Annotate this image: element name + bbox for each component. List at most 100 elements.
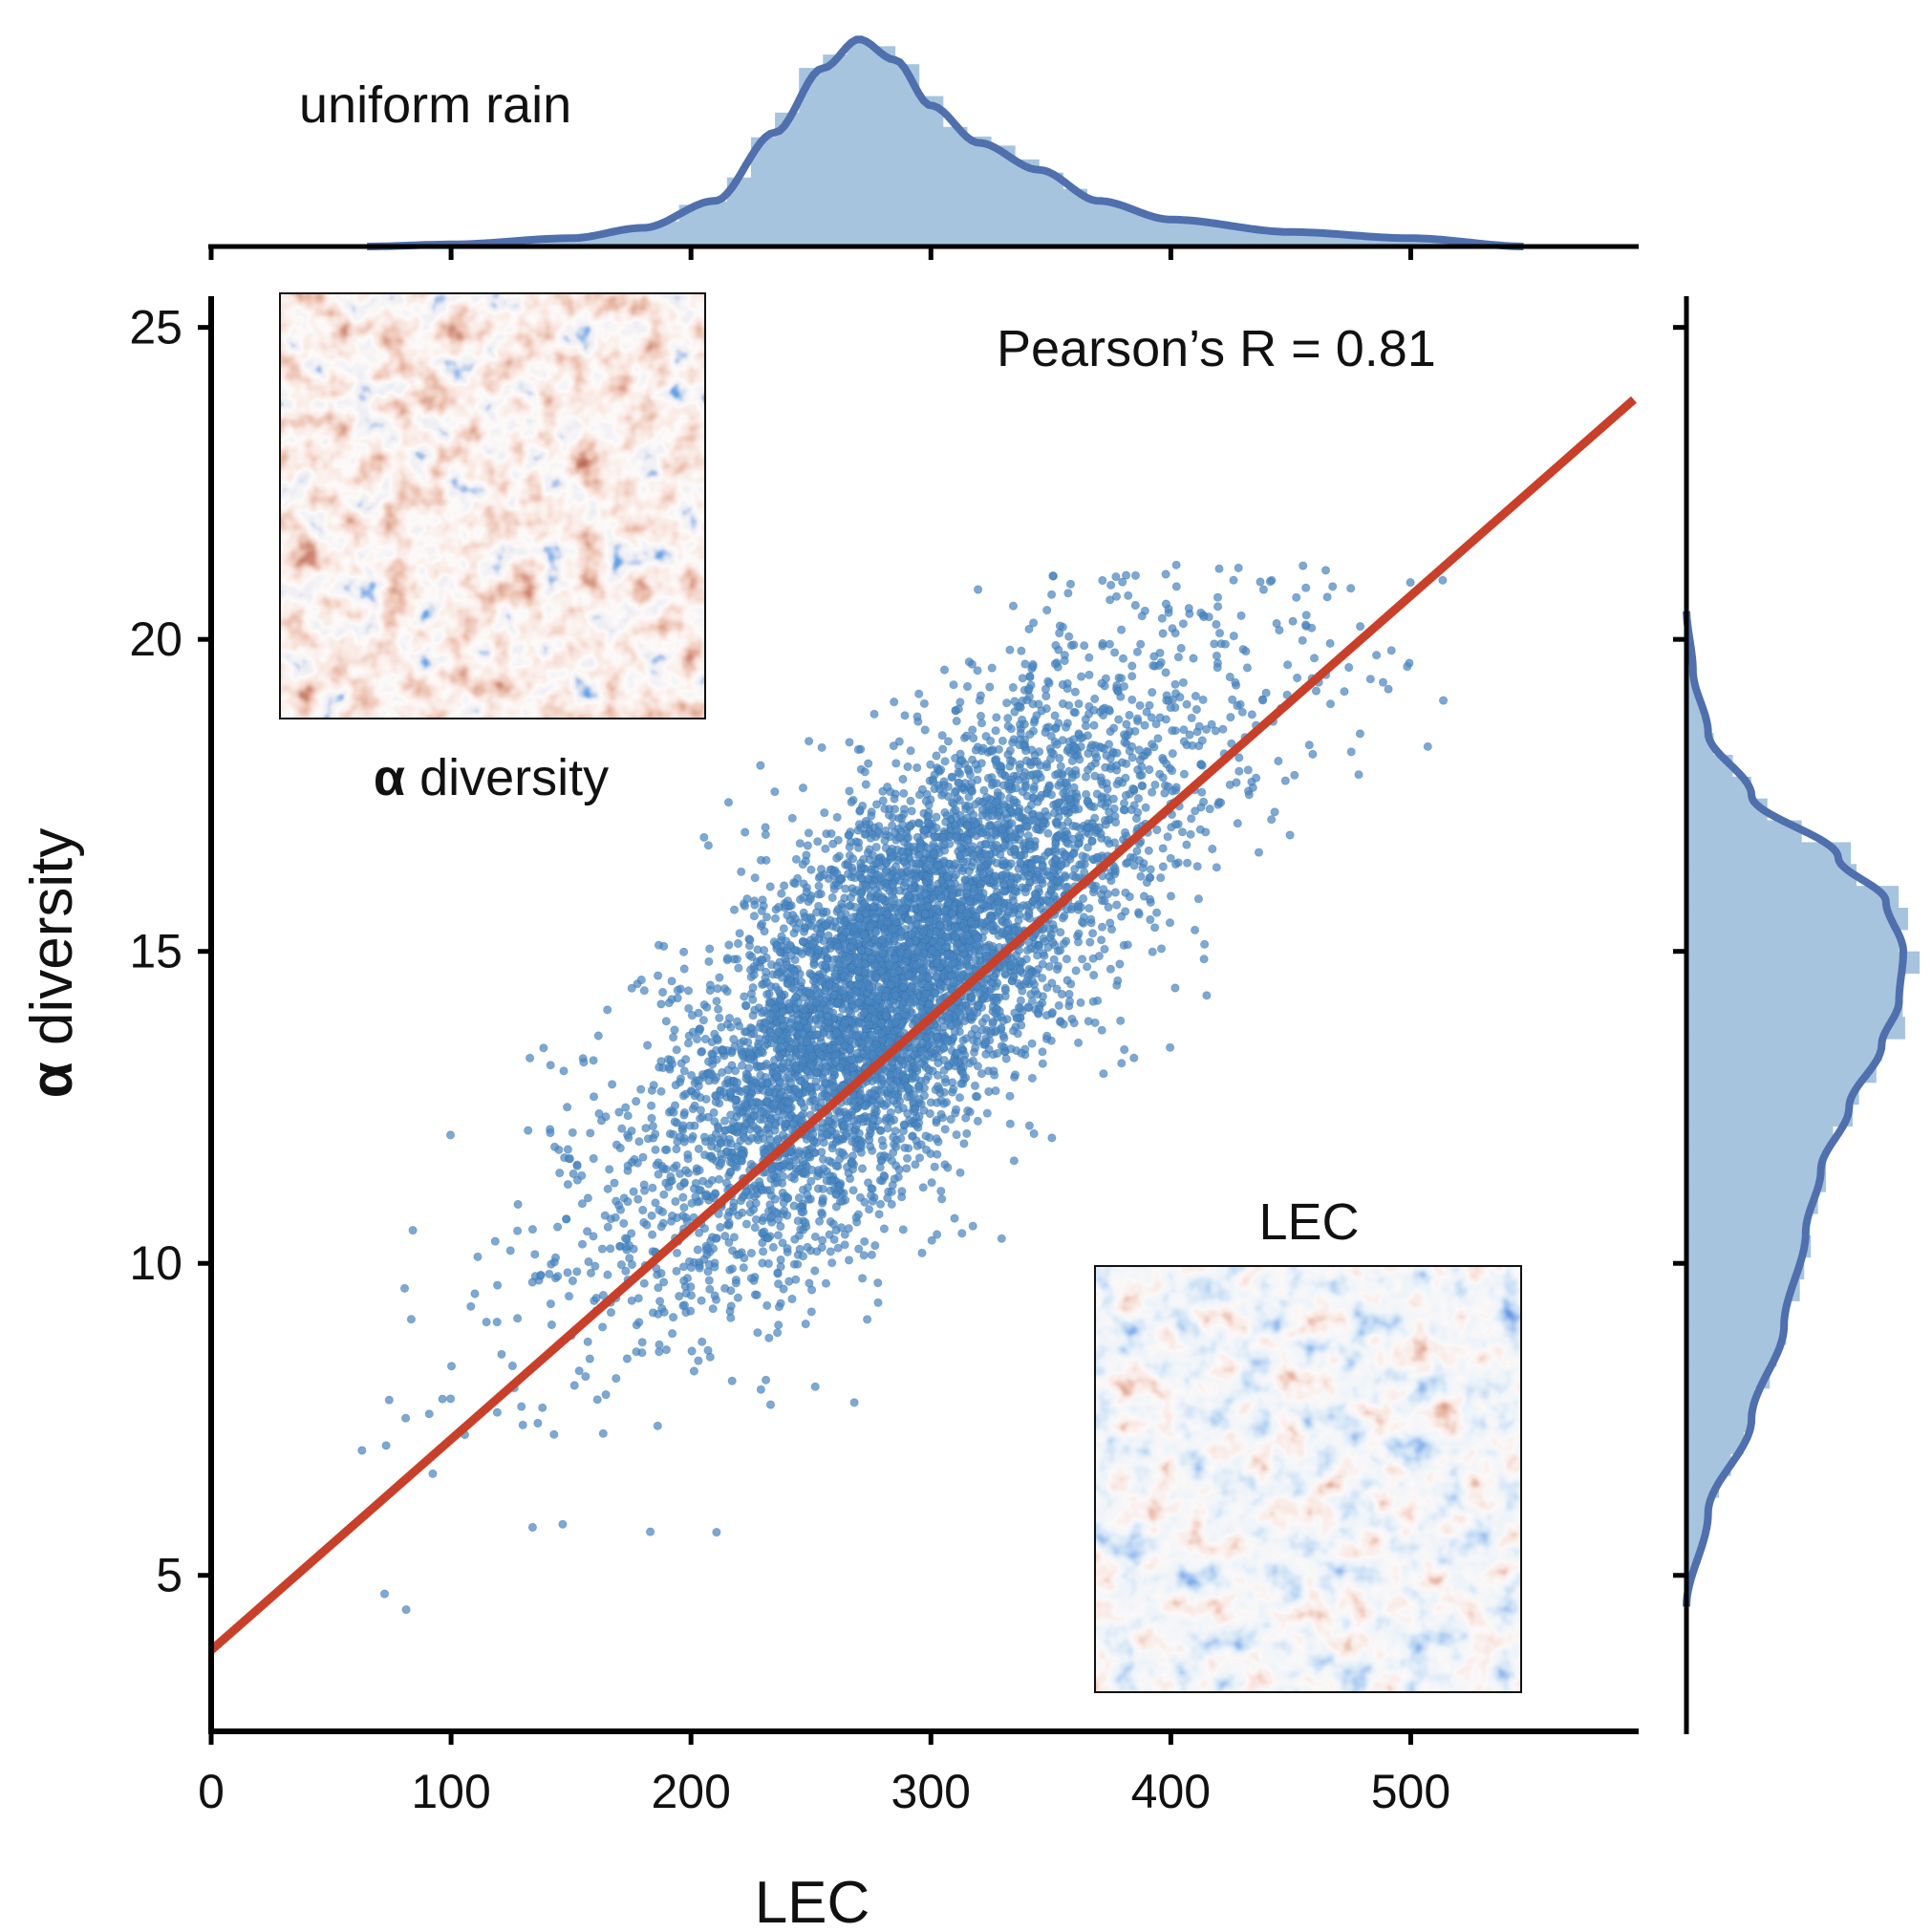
scatter-point	[704, 1276, 714, 1285]
scatter-point	[950, 1213, 959, 1223]
scatter-point	[672, 1161, 681, 1170]
scatter-point	[1134, 910, 1144, 919]
x-histogram-bar	[1039, 172, 1063, 247]
scatter-point	[1117, 625, 1127, 634]
scatter-point	[1171, 560, 1181, 569]
scatter-point	[530, 1250, 540, 1259]
scatter-point	[638, 1205, 648, 1215]
y-histogram-bar	[1686, 1344, 1777, 1367]
scatter-point	[512, 1314, 523, 1323]
scatter-point	[1099, 885, 1108, 894]
scatter-point	[783, 1211, 792, 1220]
scatter-point	[855, 805, 865, 815]
scatter-point	[381, 1441, 391, 1450]
y-histogram-bar	[1686, 842, 1852, 865]
scatter-point	[562, 1214, 571, 1224]
scatter-point	[1194, 721, 1204, 731]
scatter-point	[667, 1329, 677, 1339]
scatter-point	[505, 1246, 515, 1256]
scatter-point	[1164, 696, 1173, 705]
scatter-point	[1009, 1156, 1019, 1166]
scatter-point	[1161, 668, 1170, 677]
scatter-point	[672, 1045, 681, 1055]
scatter-point	[1155, 713, 1165, 722]
scatter-point	[623, 1197, 633, 1207]
scatter-point	[826, 828, 836, 839]
scatter-point	[1035, 1004, 1044, 1014]
scatter-point	[1186, 829, 1195, 839]
scatter-point	[774, 902, 784, 912]
scatter-point	[939, 777, 949, 786]
scatter-point	[1220, 639, 1231, 649]
scatter-point	[714, 1174, 724, 1184]
scatter-point	[1145, 894, 1155, 904]
scatter-point	[811, 908, 822, 917]
scatter-point	[1187, 814, 1196, 824]
scatter-point	[678, 1192, 688, 1202]
scatter-point	[736, 1196, 746, 1206]
scatter-point	[793, 1216, 803, 1226]
scatter-point	[1299, 561, 1308, 570]
scatter-point	[1258, 585, 1269, 594]
scatter-point	[762, 1300, 772, 1311]
scatter-point	[797, 1098, 806, 1108]
scatter-point	[1087, 836, 1097, 847]
scatter-point	[683, 1039, 694, 1048]
scatter-point	[1152, 908, 1162, 917]
scatter-point	[1054, 798, 1063, 808]
scatter-point	[513, 1199, 523, 1210]
scatter-point	[1199, 955, 1209, 964]
scatter-point	[821, 960, 830, 970]
scatter-point	[1166, 891, 1176, 901]
scatter-point	[973, 1037, 982, 1046]
scatter-point	[776, 1221, 785, 1232]
scatter-point	[937, 731, 947, 741]
scatter-point	[633, 1194, 643, 1204]
scatter-point	[860, 1197, 869, 1207]
scatter-point	[834, 1154, 845, 1164]
scatter-point	[791, 854, 802, 865]
scatter-point	[1293, 673, 1302, 683]
scatter-point	[790, 879, 800, 889]
scatter-point	[725, 1306, 735, 1316]
scatter-point	[524, 1126, 533, 1135]
scatter-point	[722, 954, 733, 963]
scatter-point	[903, 762, 912, 772]
scatter-point	[619, 1218, 629, 1229]
x-histogram-bar	[966, 136, 992, 247]
scatter-point	[629, 1187, 638, 1196]
y-histogram-bar	[1686, 1191, 1818, 1214]
scatter-point	[527, 1225, 538, 1234]
scatter-point	[936, 980, 946, 991]
scatter-point	[925, 1108, 935, 1119]
scatter-point	[1032, 711, 1041, 720]
scatter-point	[804, 1151, 814, 1162]
scatter-point	[1055, 628, 1064, 638]
scatter-point	[672, 1145, 681, 1154]
scatter-point	[1148, 687, 1157, 698]
scatter-point	[730, 1066, 741, 1076]
scatter-point	[1304, 741, 1314, 750]
scatter-point	[808, 977, 819, 986]
scatter-point	[696, 1114, 705, 1124]
scatter-point	[1242, 663, 1253, 673]
scatter-point	[939, 665, 950, 675]
scatter-point	[579, 1058, 589, 1067]
y-histogram-bar	[1686, 907, 1908, 931]
scatter-point	[438, 1394, 447, 1404]
chart-title: uniform rain	[299, 76, 571, 134]
scatter-point	[647, 1230, 657, 1239]
scatter-point	[813, 837, 823, 847]
scatter-point	[1311, 686, 1321, 696]
scatter-point	[694, 1356, 703, 1365]
scatter-point	[1355, 729, 1365, 739]
scatter-point	[946, 1114, 955, 1125]
scatter-point	[1183, 858, 1192, 868]
scatter-point	[928, 893, 937, 903]
scatter-point	[401, 1605, 411, 1615]
scatter-point	[794, 1193, 805, 1203]
x-histogram-bar	[1015, 159, 1040, 247]
scatter-point	[1029, 1128, 1039, 1139]
scatter-point	[1298, 635, 1307, 645]
y-histogram-bar	[1686, 1104, 1853, 1127]
